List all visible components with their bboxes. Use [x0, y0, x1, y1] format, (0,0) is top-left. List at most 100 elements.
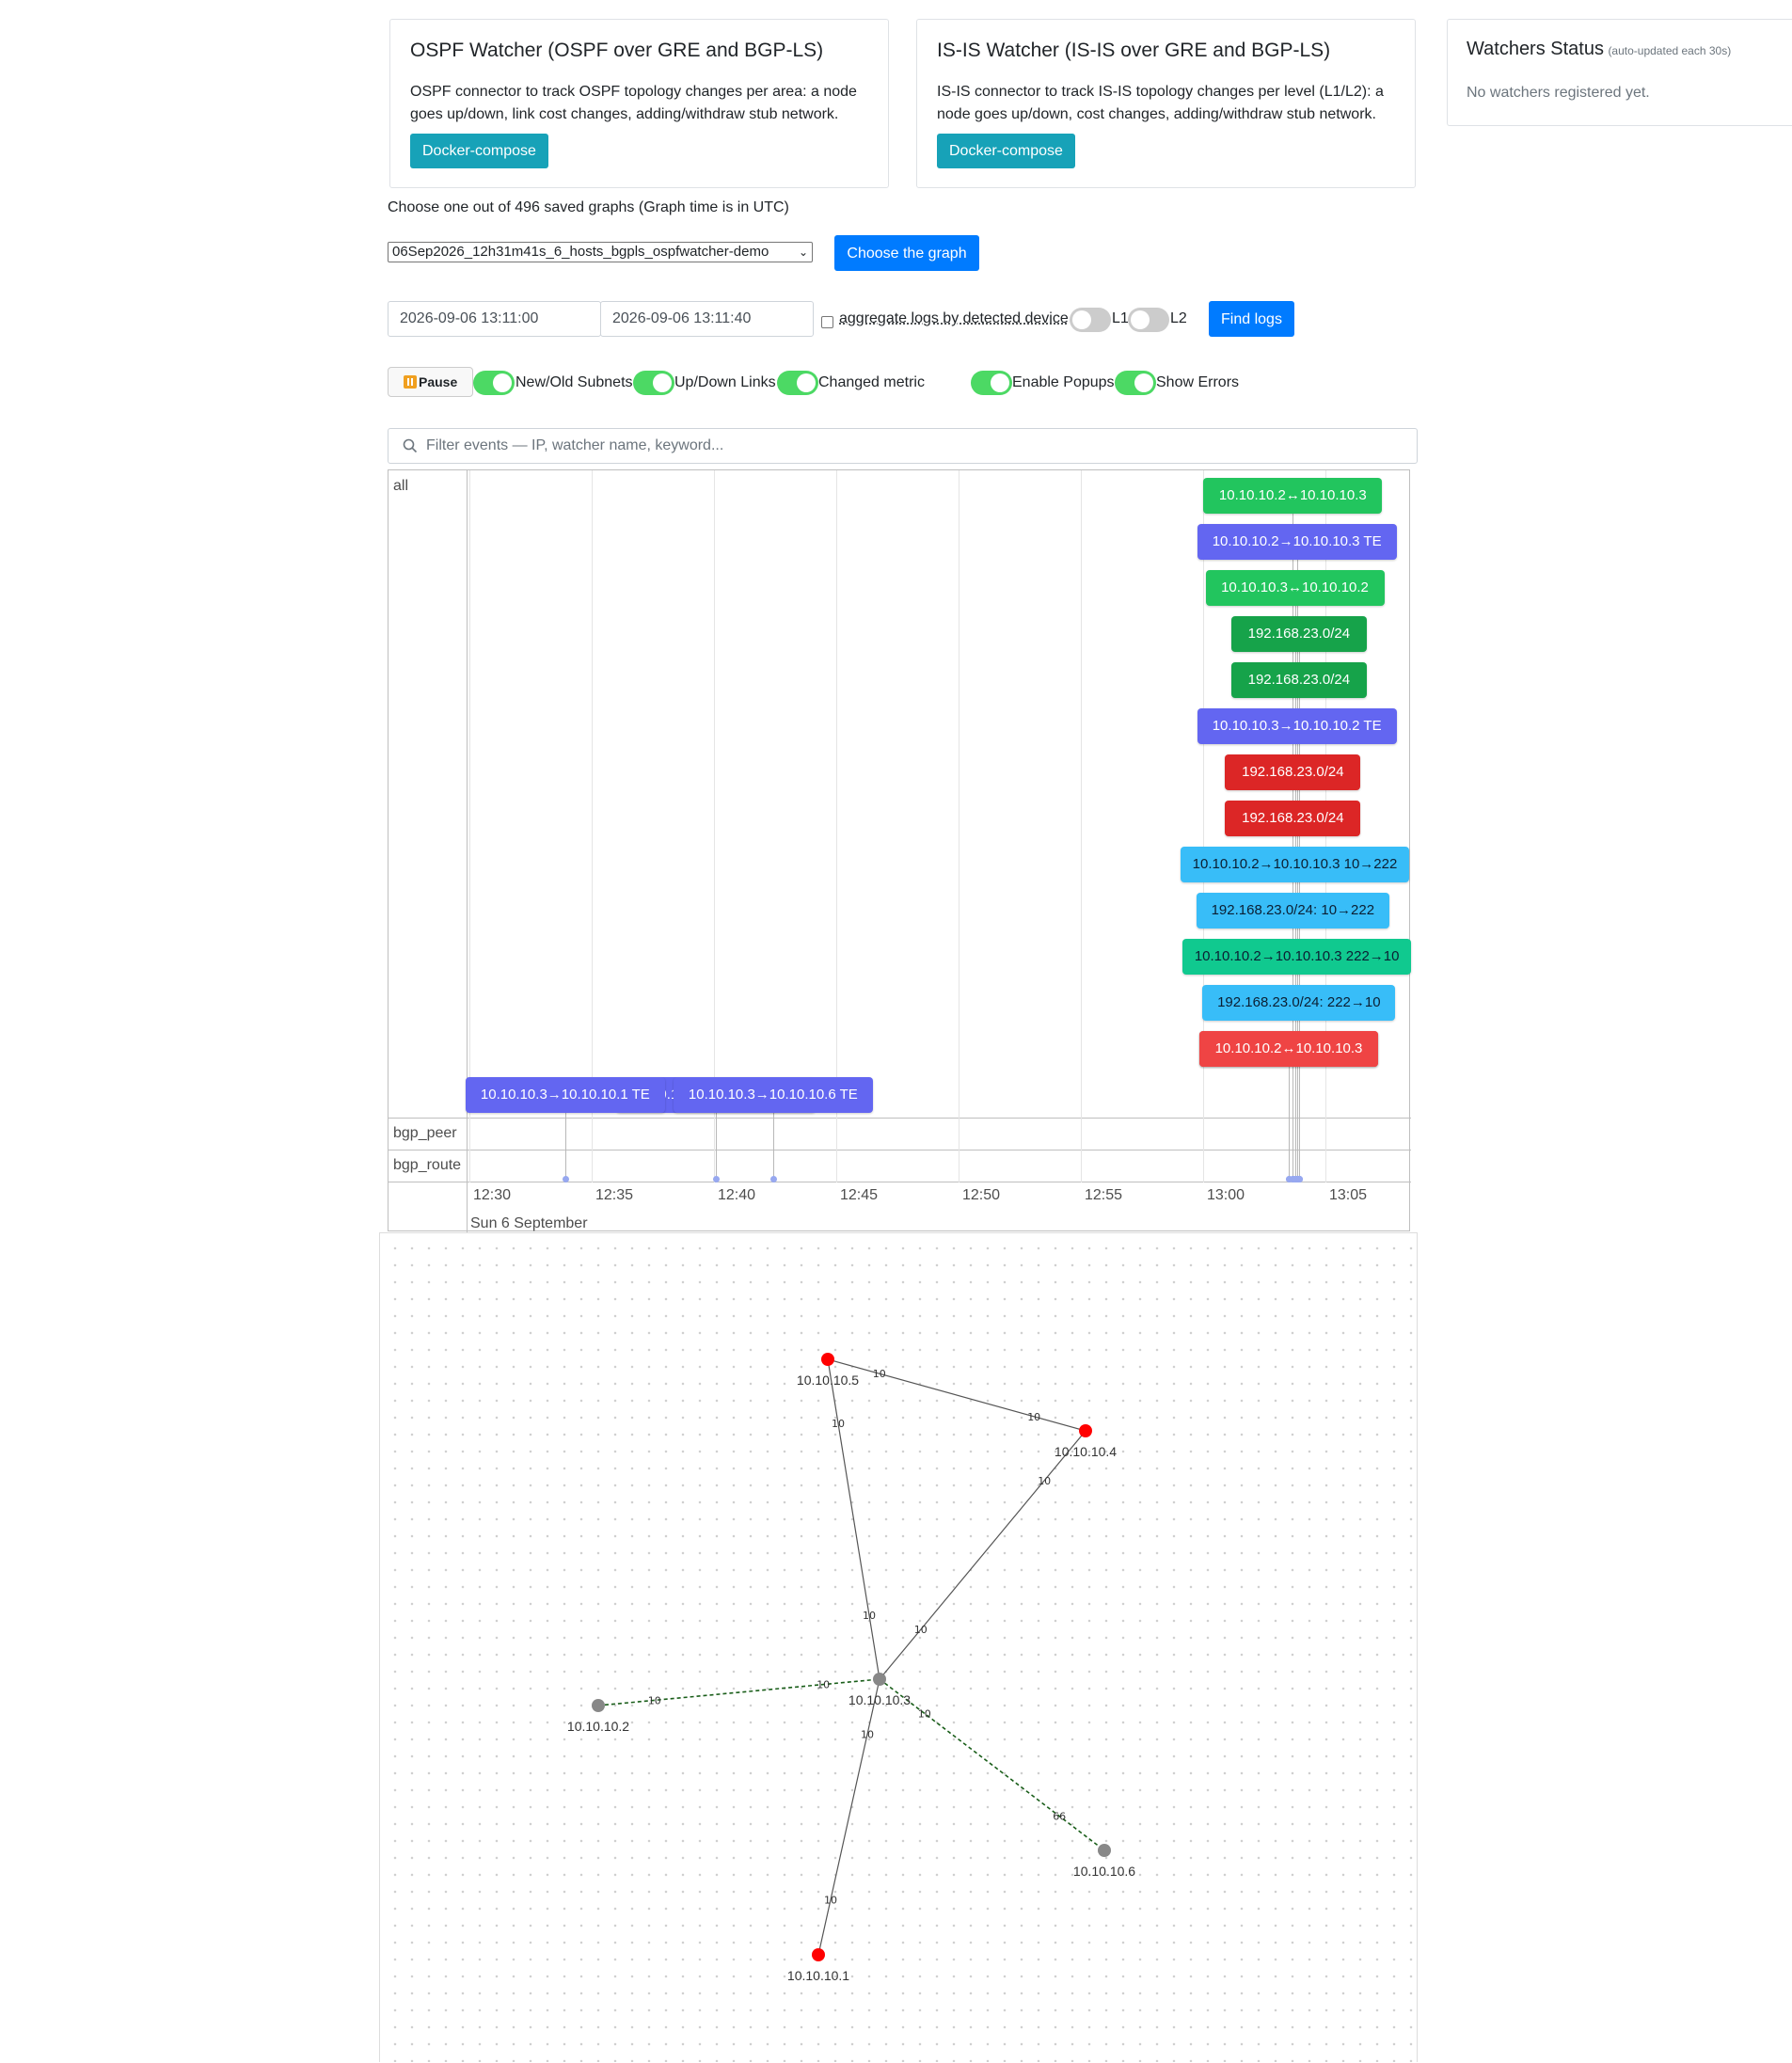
topology-node-label: 10.10.10.6 [1073, 1864, 1135, 1879]
enable-popups-toggle[interactable] [971, 371, 1012, 395]
timeline-tick-label: 12:40 [718, 1187, 756, 1203]
timeline-event[interactable]: 10.10.10.2→10.10.10.3 10→222 [1181, 847, 1409, 882]
find-logs-button[interactable]: Find logs [1209, 301, 1294, 337]
l2-label: L2 [1170, 310, 1187, 326]
event-timeline[interactable]: all bgp_peer bgp_route 12:30 12:35 12:40 12… [388, 469, 1412, 1232]
timeline-group-bgp-peer: bgp_peer [393, 1125, 457, 1141]
ospf-docker-compose-button[interactable]: Docker-compose [410, 134, 548, 168]
topology-node-label: 10.10.10.3 [848, 1692, 911, 1707]
l1-toggle[interactable] [1070, 308, 1111, 332]
pause-icon [404, 375, 417, 389]
watchers-status-message: No watchers registered yet. [1467, 85, 1650, 101]
timeline-event-tether [772, 1113, 774, 1182]
timeline-event[interactable]: 192.168.23.0/24: 10→222 [1196, 893, 1389, 928]
topology-edge[interactable] [879, 1430, 1086, 1680]
timeline-event[interactable]: 10.10.10.2→10.10.10.3 222→10 [1182, 939, 1412, 975]
event-filter-input[interactable]: Filter events — IP, watcher name, keywor… [388, 428, 1418, 464]
show-errors-toggle[interactable] [1115, 371, 1156, 395]
toggle-knob [493, 373, 512, 392]
topology-node[interactable] [592, 1699, 605, 1712]
graph-select[interactable]: 06Sep2026_12h31m41s_6_hosts_bgpls_ospfwa… [388, 242, 813, 262]
watchers-status-card: Watchers Status (auto-updated each 30s) … [1447, 19, 1792, 126]
topology-node[interactable] [821, 1353, 834, 1366]
timeline-event[interactable]: 192.168.23.0/24 [1230, 616, 1367, 652]
event-filter-placeholder: Filter events — IP, watcher name, keywor… [426, 437, 724, 453]
search-icon [403, 438, 418, 453]
isis-watcher-card: IS-IS Watcher (IS-IS over GRE and BGP-LS… [916, 19, 1416, 188]
topology-node[interactable] [873, 1673, 886, 1686]
isis-watcher-description: IS-IS connector to track IS-IS topology … [937, 84, 1384, 122]
toggle-knob [797, 373, 816, 392]
l2-toggle[interactable] [1128, 308, 1169, 332]
timeline-event-dot [1286, 1176, 1292, 1182]
timeline-event-tether [564, 1113, 566, 1182]
graph-select-value: 06Sep2026_12h31m41s_6_hosts_bgpls_ospfwa… [392, 244, 769, 260]
aggregate-checkbox[interactable] [821, 316, 833, 328]
topology-edge-cost: 10 [648, 1694, 661, 1706]
timeline-event[interactable]: 192.168.23.0/24 [1225, 801, 1361, 836]
topology-edge[interactable] [827, 1358, 1086, 1432]
topology-edge-cost: 10 [817, 1679, 830, 1691]
timeline-tick-label: 13:00 [1207, 1187, 1245, 1203]
topology-edge-cost: 10 [863, 1610, 876, 1622]
up-down-links-toggle[interactable] [633, 371, 674, 395]
changed-metric-label: Changed metric [818, 374, 925, 390]
timeline-event-tether [1289, 1067, 1290, 1182]
topology-edge-cost: 10 [832, 1418, 845, 1430]
topology-edge[interactable] [817, 1678, 880, 1956]
timeline-row-divider [389, 1118, 1411, 1119]
start-time-input[interactable]: 2026-09-06 13:11:00 [388, 301, 601, 337]
timeline-group-bgp-route: bgp_route [393, 1157, 462, 1173]
topology-edge-cost: 66 [1053, 1811, 1066, 1823]
watchers-status-subtitle: (auto-updated each 30s) [1608, 44, 1732, 57]
topology-node[interactable] [1098, 1844, 1111, 1857]
new-old-subnets-toggle[interactable] [473, 371, 515, 395]
ospf-watcher-card: OSPF Watcher (OSPF over GRE and BGP-LS) … [389, 19, 889, 188]
timeline-event[interactable]: 10.10.10.3→10.10.10.2 TE [1197, 708, 1397, 744]
timeline-gridline [1203, 470, 1204, 1182]
timeline-event[interactable]: 192.168.23.0/24: 222→10 [1202, 985, 1396, 1021]
toggle-knob [1131, 310, 1150, 329]
timeline-event[interactable]: 10.10.10.3→10.10.10.1 TE [465, 1077, 665, 1113]
isis-docker-compose-button[interactable]: Docker-compose [937, 134, 1075, 168]
pause-button[interactable]: Pause [388, 367, 473, 397]
topology-edge[interactable] [879, 1678, 1105, 1851]
enable-popups-label: Enable Popups [1012, 374, 1115, 390]
toggle-knob [1072, 310, 1091, 329]
timeline-tick-label: 12:45 [840, 1187, 879, 1203]
timeline-event[interactable]: 192.168.23.0/24 [1230, 662, 1367, 698]
timeline-event[interactable]: 10.10.10.3→10.10.10.6 TE [673, 1077, 873, 1113]
timeline-tick-label: 12:55 [1085, 1187, 1123, 1203]
timeline-event[interactable]: 10.10.10.2↔10.10.10.3 [1203, 478, 1383, 514]
topology-edge[interactable] [597, 1678, 880, 1706]
topology-node[interactable] [812, 1948, 825, 1961]
topology-edge[interactable] [827, 1358, 880, 1680]
choose-graph-button[interactable]: Choose the graph [834, 235, 979, 271]
ospf-watcher-description: OSPF connector to track OSPF topology ch… [410, 84, 857, 122]
topology-edge-cost: 10 [873, 1368, 886, 1380]
changed-metric-toggle[interactable] [777, 371, 818, 395]
topology-graph-canvas[interactable]: 10 10 10 10 10 10 10 10 10 66 10 10 10.10.10.5 10.10.… [379, 1232, 1418, 2062]
timeline-tick-label: 12:35 [595, 1187, 634, 1203]
toggle-knob [991, 373, 1009, 392]
timeline-event[interactable]: 10.10.10.2→10.10.10.3 TE [1197, 524, 1397, 560]
timeline-tick-label: 12:50 [962, 1187, 1001, 1203]
topology-edge-cost: 10 [914, 1624, 928, 1636]
up-down-links-label: Up/Down Links [674, 374, 776, 390]
timeline-event[interactable]: 10.10.10.3↔10.10.10.2 [1205, 570, 1385, 606]
topology-node-label: 10.10.10.5 [797, 1373, 859, 1388]
timeline-row-divider [389, 1150, 1411, 1151]
ospf-watcher-title: OSPF Watcher (OSPF over GRE and BGP-LS) [410, 40, 824, 61]
timeline-group-all: all [393, 478, 409, 494]
topology-graph[interactable]: 10 10 10 10 10 10 10 10 10 66 10 10 10.10.10.5 10.10.… [380, 1233, 1419, 2063]
timeline-event[interactable]: 192.168.23.0/24 [1225, 754, 1361, 790]
end-time-input[interactable]: 2026-09-06 13:11:40 [600, 301, 814, 337]
isis-watcher-title: IS-IS Watcher (IS-IS over GRE and BGP-LS… [937, 40, 1331, 61]
timeline-gridline [592, 470, 593, 1182]
topology-edge-cost: 10 [824, 1894, 837, 1906]
timeline-gridline [1081, 470, 1082, 1182]
timeline-event[interactable]: 10.10.10.2↔10.10.10.3 [1199, 1031, 1378, 1067]
topology-node[interactable] [1079, 1424, 1092, 1437]
chevron-down-icon: ⌄ [798, 246, 808, 259]
timeline-gridline [469, 470, 470, 1182]
